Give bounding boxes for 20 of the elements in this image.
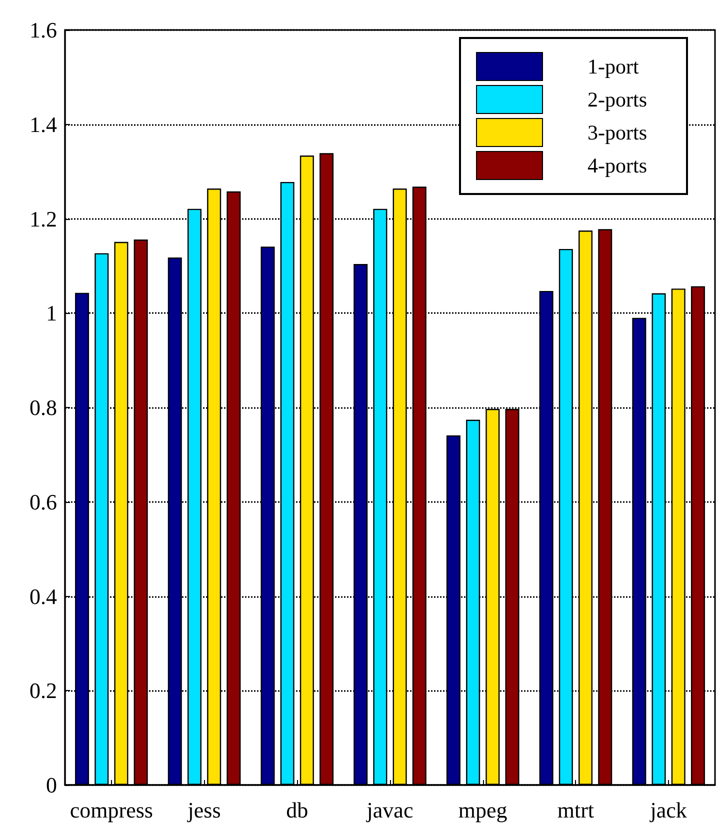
y-tick-label: 1.2 bbox=[30, 206, 57, 232]
y-tick-label: 1 bbox=[46, 300, 57, 326]
y-tick-label: 0.6 bbox=[30, 489, 57, 514]
legend-label: 4-ports bbox=[588, 154, 648, 178]
y-tick-label: 0.4 bbox=[30, 584, 57, 609]
x-tick-label: jess bbox=[186, 798, 221, 822]
x-tick-label: jack bbox=[649, 798, 687, 822]
y-tick-label: 1.6 bbox=[30, 18, 57, 42]
x-tick-label: db bbox=[286, 798, 308, 822]
x-tick-label: compress bbox=[70, 798, 153, 822]
y-tick-label: 0.8 bbox=[30, 395, 57, 420]
x-tick-label: mpeg bbox=[458, 798, 508, 822]
legend-label: 2-ports bbox=[588, 88, 648, 112]
y-tick-label: 1.4 bbox=[30, 112, 57, 137]
y-tick-label: 0.2 bbox=[30, 678, 57, 704]
y-tick-label: 0 bbox=[46, 772, 57, 798]
x-tick-label: mtrt bbox=[557, 798, 594, 822]
legend-label: 1-port bbox=[588, 54, 639, 78]
legend-label: 3-ports bbox=[588, 120, 648, 144]
x-tick-label: javac bbox=[366, 798, 414, 822]
